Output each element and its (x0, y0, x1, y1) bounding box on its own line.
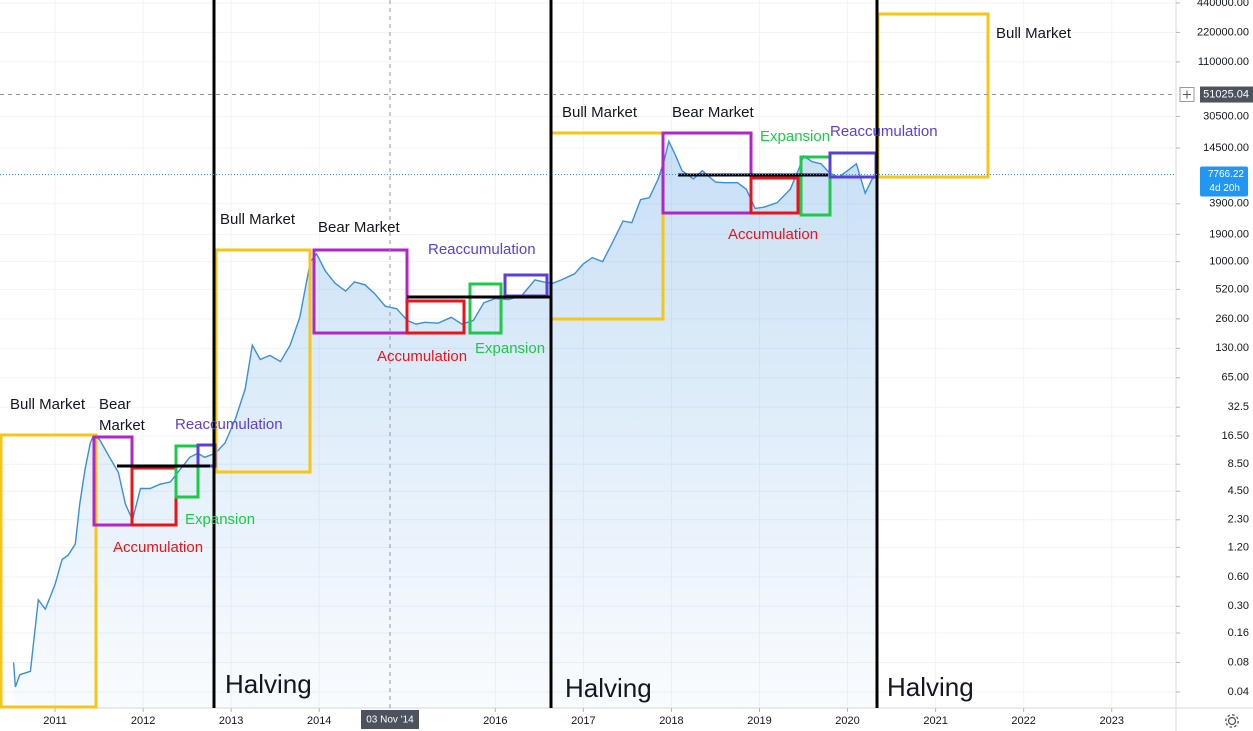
last-price-bg (1200, 166, 1248, 197)
annotation: Expansion (760, 128, 831, 145)
x-tick-label: 2021 (923, 715, 947, 727)
x-tick-label: 2020 (835, 715, 859, 727)
x-tick-label: 2011 (43, 715, 67, 727)
x-tick-label: 2019 (747, 715, 771, 727)
annotation: Reaccumulation (428, 241, 536, 258)
y-tick-label: 0.16 (1228, 627, 1249, 639)
annotation: Bull Market (10, 396, 86, 413)
drawing-box (661, 131, 753, 215)
y-tick-label: 0.60 (1228, 571, 1249, 583)
annotation: Bear Market (318, 219, 400, 236)
y-tick-label: 1000.00 (1209, 256, 1249, 268)
y-tick-label: 520.00 (1215, 283, 1249, 295)
y-tick-label: 260.00 (1215, 313, 1249, 325)
crosshair-plus-icon (1183, 90, 1191, 99)
crosshair-x-label: 03 Nov '14 (366, 715, 414, 726)
drawing-box (799, 155, 832, 217)
y-tick-label: 8.50 (1228, 458, 1249, 470)
drawing-box (468, 282, 503, 335)
last-price-label: 7766.22 (1208, 169, 1245, 180)
annotation: Bull Market (562, 104, 638, 121)
crosshair-y-label: 51025.04 (1203, 88, 1249, 100)
x-tick-label: 2016 (483, 715, 507, 727)
y-tick-label: 30500.00 (1203, 110, 1249, 122)
y-tick-label: 1.20 (1228, 541, 1249, 553)
y-tick-label: 14500.00 (1203, 142, 1249, 154)
y-tick-label: 130.00 (1215, 342, 1249, 354)
y-tick-label: 4.50 (1228, 485, 1249, 497)
x-tick-label: 2017 (571, 715, 595, 727)
x-tick-label: 2012 (131, 715, 155, 727)
drawing-box (749, 176, 800, 215)
y-tick-label: 220000.00 (1197, 26, 1249, 38)
annotation: Halving (887, 672, 974, 702)
y-tick-label: 1900.00 (1209, 228, 1249, 240)
annotation: Reaccumulation (830, 123, 938, 140)
annotation: Expansion (475, 340, 546, 357)
y-tick-label: 440000.00 (1197, 0, 1249, 9)
countdown: 4d 20h (1209, 183, 1240, 194)
y-tick-label: 0.04 (1228, 686, 1249, 698)
x-tick-label: 2023 (1099, 715, 1123, 727)
y-tick-label: 65.00 (1221, 372, 1249, 384)
annotation: Bear Market (99, 396, 145, 434)
y-tick-label: 16.50 (1221, 430, 1249, 442)
annotation: Accumulation (377, 348, 468, 365)
crosshair-x-label-bg (361, 710, 419, 729)
y-tick-label: 3900.00 (1209, 198, 1249, 210)
annotation: Accumulation (113, 539, 204, 556)
x-tick-label: 2014 (307, 715, 331, 727)
annotation: Halving (225, 669, 312, 699)
drawing-box (0, 433, 98, 709)
annotation: Halving (565, 673, 652, 703)
drawing-box (174, 444, 200, 499)
annotation: Bull Market (220, 211, 296, 228)
annotation: Accumulation (728, 226, 819, 243)
settings-icon[interactable] (1225, 714, 1239, 728)
y-tick-label: 0.30 (1228, 600, 1249, 612)
y-tick-label: 2.30 (1228, 514, 1249, 526)
x-tick-label: 2013 (219, 715, 243, 727)
drawing-box (405, 299, 466, 335)
y-tick-label: 0.08 (1228, 656, 1249, 668)
annotation: Bear Market (672, 104, 754, 121)
x-tick-label: 2018 (659, 715, 683, 727)
x-tick-label: 2022 (1011, 715, 1035, 727)
annotation: Expansion (185, 511, 256, 528)
drawing-box (312, 248, 409, 335)
y-tick-label: 110000.00 (1198, 56, 1249, 68)
drawing-box (214, 248, 312, 474)
y-tick-label: 32.5 (1228, 401, 1249, 413)
price-line (12, 139, 879, 688)
crosshair-y-label-bg (1200, 86, 1253, 103)
annotation: Bull Market (996, 25, 1072, 42)
annotation: Reaccumulation (175, 416, 283, 433)
